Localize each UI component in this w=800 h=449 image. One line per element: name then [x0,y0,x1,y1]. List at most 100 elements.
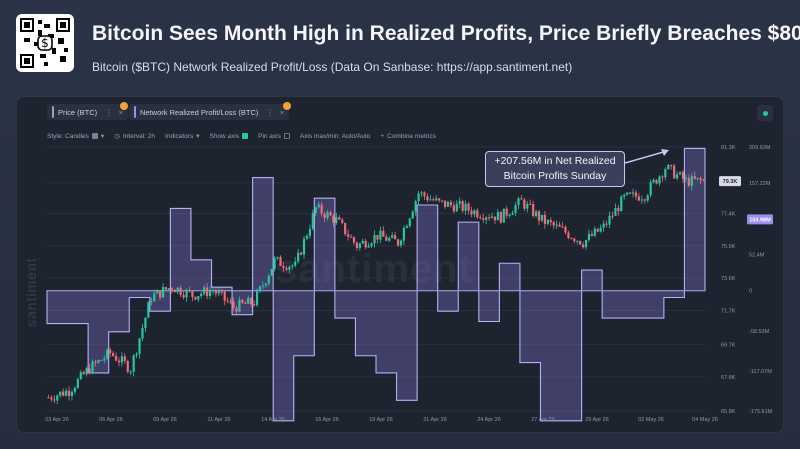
candle [388,237,391,241]
candle [250,297,253,305]
candle [267,275,270,284]
candle [499,211,502,223]
tab-price-btc[interactable]: Price (BTC) ⋮ × [47,104,129,120]
annotation-line-2: Bitcoin Profits Sunday [503,170,607,182]
candle [399,240,403,246]
candle [241,299,244,303]
price-axis-tick: 75.5K [721,244,736,250]
page-title: Bitcoin Sees Month High in Realized Prof… [92,22,800,45]
candle [696,178,699,180]
candle [590,233,594,236]
candle [658,176,661,184]
candle [626,192,629,195]
candle [576,240,579,242]
candle [161,287,165,298]
candle [109,349,112,354]
candle [652,179,655,183]
candle [282,265,285,268]
candle [417,193,420,202]
candle [508,214,511,216]
tab-network-realized-profit-loss[interactable]: Network Realized Profit/Loss (BTC) ⋮ × [129,104,290,120]
candle [273,258,276,269]
chart-canvas: 81.3K79.2K77.4K75.5K73.6K71.7K69.7K67.8K… [45,145,773,423]
candle [573,238,576,242]
candle [226,300,229,302]
candle [305,235,309,239]
candle [126,361,129,372]
more-options-icon[interactable]: ⋮ [266,107,274,117]
candle [173,289,176,293]
candle [176,287,179,293]
more-options-icon[interactable]: ⋮ [105,107,113,117]
candle [317,204,320,208]
candle [502,208,505,223]
candle [555,224,558,226]
candle [435,198,438,201]
candle [355,242,359,249]
candle [634,192,638,197]
candle [349,236,353,238]
candle [391,235,394,238]
x-axis-tick: 24 Apr 26 [477,417,501,423]
candle [376,234,379,240]
profit-loss-area [46,147,706,422]
price-axis-tick: 73.6K [721,276,736,282]
indicators-dropdown[interactable]: Indicators ▾ [165,132,200,141]
axis-minmax-dropdown[interactable]: Axis max/min: Auto/Auto [299,132,371,140]
price-current-tag [719,176,741,187]
combine-metrics-button[interactable]: + Combine metrics [380,132,436,140]
candle [579,240,582,245]
candle [229,301,232,303]
candle [373,234,376,244]
candle [605,223,608,225]
candle [552,222,555,226]
close-icon[interactable]: × [118,107,124,117]
candle [255,291,259,306]
profit-axis-tick: 52.4M [749,253,765,259]
candle [299,252,303,255]
watermark: santiment [275,247,473,291]
candle [490,216,494,218]
candle [446,201,450,207]
candle [702,180,705,182]
candle [120,356,124,363]
settings-button[interactable] [757,105,773,121]
candle [147,302,150,318]
candle [194,296,197,300]
candle [514,205,517,213]
pin-axis-toggle[interactable]: Pin axis [258,133,290,140]
x-axis-tick: 04 May 26 [692,417,718,423]
candle [279,257,282,266]
candle [329,212,332,216]
candle [402,227,406,241]
candle [352,237,356,243]
show-axis-toggle[interactable]: Show axis [209,133,249,140]
interval-dropdown[interactable]: ◷ Interval: 2h [114,132,156,141]
candle [587,233,591,241]
candle [79,372,82,380]
chart-toolbar: Style: Candles ▾ ◷ Interval: 2h Indicators… [47,130,436,142]
candle [661,176,664,178]
candle [396,239,400,246]
candle [129,371,132,373]
candle [408,218,411,227]
candle [276,257,279,259]
candle [320,204,323,214]
style-dropdown[interactable]: Style: Candles ▾ [47,132,105,141]
candle [111,353,115,356]
candle [56,395,59,401]
candle [150,301,153,303]
candle [567,232,570,239]
candle [141,328,144,339]
candle [699,178,702,181]
candle [205,287,209,297]
price-current-label: 79.3K [723,179,738,185]
profit-axis-tick: 209.63M [749,145,771,151]
candle [294,261,297,266]
candle [423,192,426,197]
checkbox-icon [283,133,290,139]
candle [570,238,573,240]
candle [631,192,635,194]
candle [288,266,291,270]
close-icon[interactable]: × [279,107,285,117]
